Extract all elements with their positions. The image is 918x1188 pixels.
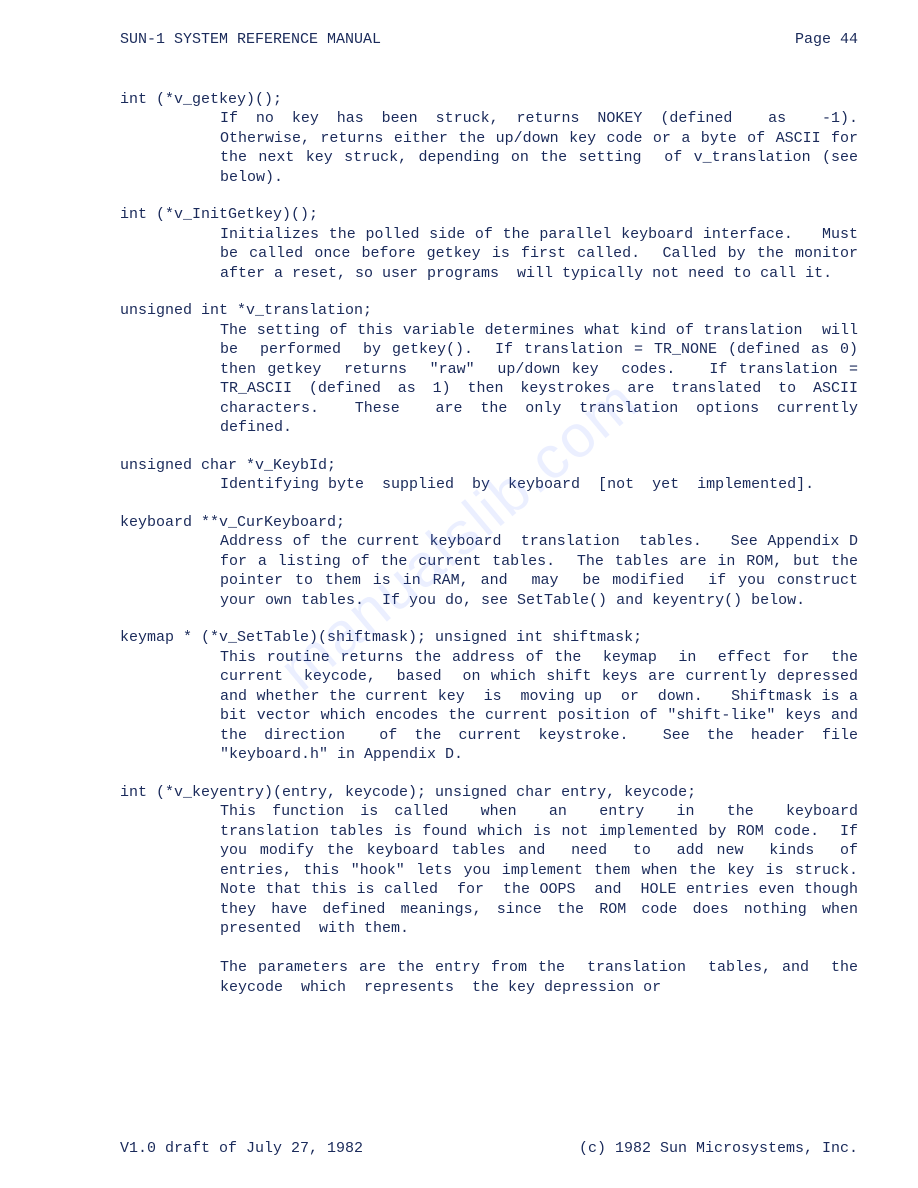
declaration: int (*v_InitGetkey)(); (120, 205, 858, 225)
declaration: int (*v_keyentry)(entry, keycode); unsig… (120, 783, 858, 803)
entry-v-curkeyboard: keyboard **v_CurKeyboard; Address of the… (120, 513, 858, 611)
entry-v-translation: unsigned int *v_translation; The setting… (120, 301, 858, 438)
declaration: keyboard **v_CurKeyboard; (120, 513, 858, 533)
entry-v-keyentry: int (*v_keyentry)(entry, keycode); unsig… (120, 783, 858, 998)
page-header: SUN-1 SYSTEM REFERENCE MANUAL Page 44 (120, 30, 858, 50)
declaration: keymap * (*v_SetTable)(shiftmask); unsig… (120, 628, 858, 648)
document-page: manualslib.com SUN-1 SYSTEM REFERENCE MA… (0, 0, 918, 1188)
description: If no key has been struck, returns NOKEY… (220, 109, 858, 187)
declaration: unsigned char *v_KeybId; (120, 456, 858, 476)
entry-v-getkey: int (*v_getkey)(); If no key has been st… (120, 90, 858, 188)
copyright: (c) 1982 Sun Microsystems, Inc. (579, 1139, 858, 1159)
description: This routine returns the address of the … (220, 648, 858, 765)
declaration: int (*v_getkey)(); (120, 90, 858, 110)
entry-v-keybid: unsigned char *v_KeybId; Identifying byt… (120, 456, 858, 495)
description: Identifying byte supplied by keyboard [n… (220, 475, 858, 495)
version-info: V1.0 draft of July 27, 1982 (120, 1139, 363, 1159)
description: Address of the current keyboard translat… (220, 532, 858, 610)
page-number: Page 44 (795, 30, 858, 50)
description: This function is called when an entry in… (220, 802, 858, 997)
description: Initializes the polled side of the paral… (220, 225, 858, 284)
entry-v-settable: keymap * (*v_SetTable)(shiftmask); unsig… (120, 628, 858, 765)
description: The setting of this variable determines … (220, 321, 858, 438)
manual-title: SUN-1 SYSTEM REFERENCE MANUAL (120, 30, 381, 50)
entry-v-initgetkey: int (*v_InitGetkey)(); Initializes the p… (120, 205, 858, 283)
page-footer: V1.0 draft of July 27, 1982 (c) 1982 Sun… (120, 1139, 858, 1159)
declaration: unsigned int *v_translation; (120, 301, 858, 321)
